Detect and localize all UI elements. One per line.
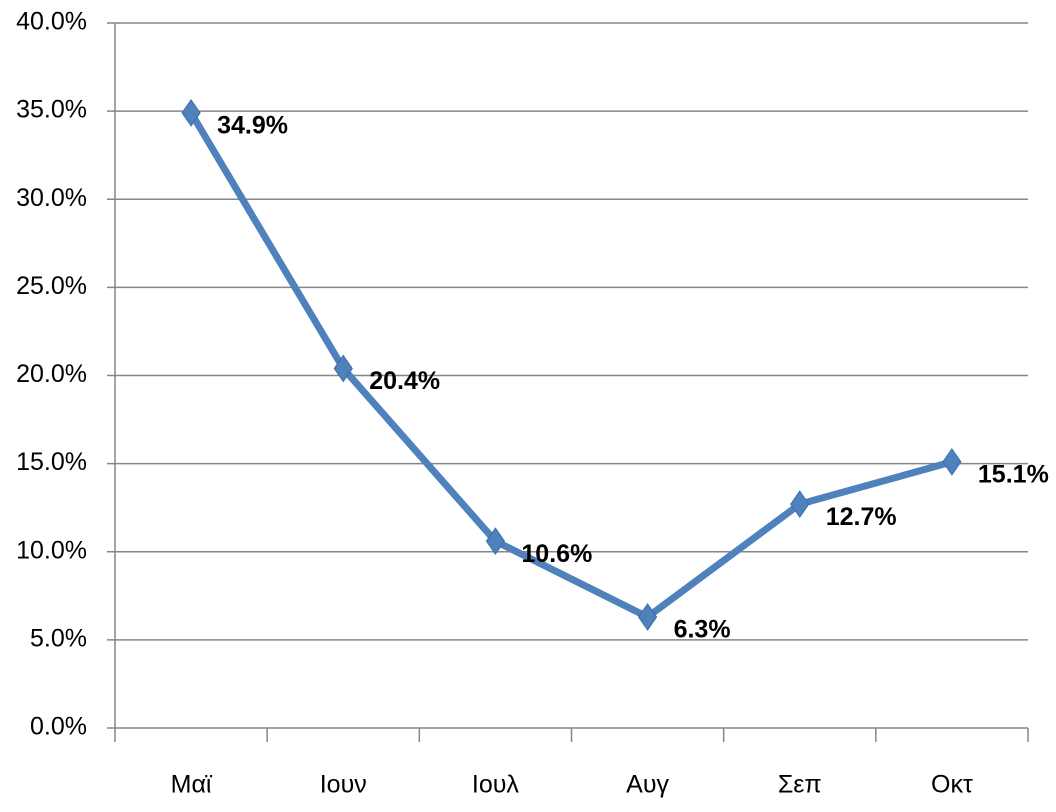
data-label: 6.3% xyxy=(674,616,731,644)
data-label: 34.9% xyxy=(217,111,288,139)
marker xyxy=(485,527,506,556)
line xyxy=(188,111,953,621)
marker xyxy=(181,99,201,127)
y-tick-label: 0.0% xyxy=(30,713,87,741)
x-tick-label: Οκτ xyxy=(931,771,973,799)
marker xyxy=(942,447,962,476)
marker xyxy=(790,490,810,519)
x-tick-label: Ιουν xyxy=(320,771,367,799)
x-tick-label: Μαϊ xyxy=(171,771,213,799)
y-tick-label: 35.0% xyxy=(16,96,87,124)
y-tick-label: 25.0% xyxy=(16,272,87,300)
marker xyxy=(637,603,658,631)
y-tick-label: 40.0% xyxy=(16,8,87,36)
y-tick-label: 30.0% xyxy=(16,184,87,212)
y-tick-label: 10.0% xyxy=(16,536,87,564)
y-tick-label: 5.0% xyxy=(30,624,87,652)
x-tick-label: Ιουλ xyxy=(472,771,520,799)
data-label: 12.7% xyxy=(826,503,897,531)
marker xyxy=(333,354,353,383)
y-tick-label: 20.0% xyxy=(16,360,87,388)
data-label: 10.6% xyxy=(521,540,592,568)
x-tick-label: Αυγ xyxy=(626,771,669,799)
x-tick-label: Σεπ xyxy=(778,771,822,799)
data-label: 20.4% xyxy=(369,367,440,395)
data-label: 15.1% xyxy=(978,460,1049,488)
y-tick-label: 15.0% xyxy=(16,448,87,476)
